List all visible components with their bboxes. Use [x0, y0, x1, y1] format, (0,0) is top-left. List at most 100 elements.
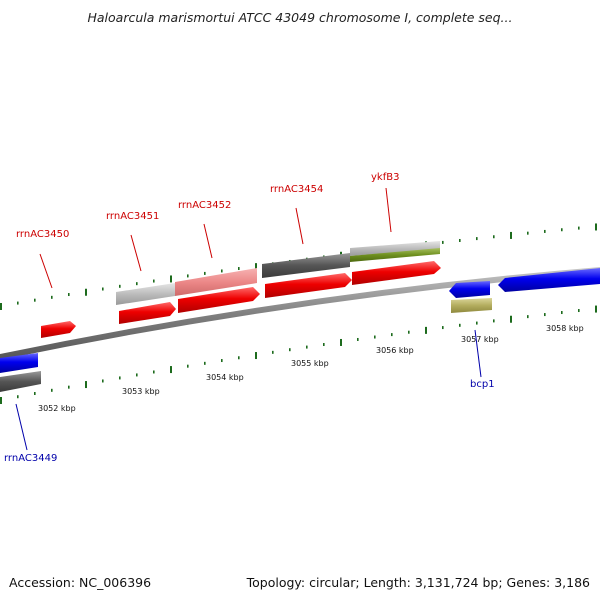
minor-tick — [136, 282, 138, 286]
major-tick — [510, 231, 512, 239]
kbp-label-3055: 3055 kbp — [291, 359, 329, 368]
minor-tick — [459, 238, 461, 242]
feature-light-gray-2[interactable] — [350, 241, 440, 256]
leader-ykfB3 — [385, 187, 392, 233]
gene-arrow-rrnAC3450[interactable] — [41, 321, 76, 338]
kbp-label-3057: 3057 kbp — [461, 335, 499, 344]
minor-tick — [102, 379, 104, 383]
gene-arrow-right[interactable] — [498, 268, 600, 292]
kbp-label-3053: 3053 kbp — [122, 387, 160, 396]
minor-tick — [153, 279, 155, 283]
major-tick — [0, 303, 2, 310]
leader-rrnAC3454 — [295, 207, 304, 245]
minor-tick — [306, 345, 308, 349]
minor-tick — [34, 392, 36, 396]
minor-tick — [68, 293, 70, 297]
major-tick — [510, 315, 512, 323]
minor-tick — [476, 321, 478, 325]
minor-tick — [391, 333, 393, 337]
minor-tick — [323, 343, 325, 347]
feature-green[interactable] — [350, 248, 440, 262]
minor-tick — [238, 356, 240, 360]
minor-tick — [408, 330, 410, 334]
minus-strand-genes — [0, 268, 600, 373]
minor-tick — [527, 315, 529, 319]
minor-tick — [476, 237, 478, 241]
minor-tick — [204, 271, 206, 275]
minor-tick — [102, 287, 104, 291]
minor-tick — [204, 361, 206, 365]
feature-light-gray[interactable] — [116, 283, 175, 305]
minor-tick — [238, 267, 240, 271]
minor-tick — [442, 326, 444, 330]
minor-tick — [578, 309, 580, 313]
major-tick — [85, 288, 87, 296]
gene-label-ykfB3[interactable]: ykfB3 — [371, 172, 399, 183]
inner-tick-ring — [0, 305, 597, 404]
major-tick — [340, 338, 342, 346]
kbp-label-3052: 3052 kbp — [38, 404, 76, 413]
gene-label-rrnAC3451[interactable]: rrnAC3451 — [106, 211, 159, 222]
minor-tick — [459, 323, 461, 327]
minor-tick — [68, 385, 70, 389]
major-tick — [85, 381, 87, 389]
gene-arrow-rrnAC3454[interactable] — [265, 273, 352, 298]
minor-tick — [221, 269, 223, 273]
leader-rrnAC3451 — [130, 234, 142, 272]
minor-tick — [272, 350, 274, 354]
minor-tick — [493, 235, 495, 239]
minor-tick — [374, 335, 376, 339]
major-tick — [170, 275, 172, 283]
minor-tick — [17, 395, 19, 399]
major-tick — [255, 263, 257, 271]
major-tick — [0, 397, 2, 404]
leader-rrnAC3450 — [39, 253, 53, 289]
feature-dark-gray[interactable] — [262, 253, 350, 278]
gene-arrow-rrnAC3451[interactable] — [119, 302, 176, 324]
gene-label-rrnAC3454[interactable]: rrnAC3454 — [270, 184, 323, 195]
gene-arrow-bcp1[interactable] — [449, 281, 490, 298]
minor-tick — [527, 231, 529, 235]
minor-tick — [561, 311, 563, 315]
feature-dark-gray-minus[interactable] — [0, 371, 41, 392]
major-tick — [595, 223, 597, 231]
minor-tick — [578, 226, 580, 230]
gene-label-bcp1[interactable]: bcp1 — [470, 379, 495, 390]
outer-feature-row — [0, 241, 492, 392]
feature-pink[interactable] — [175, 268, 257, 296]
minor-tick — [289, 348, 291, 352]
gene-arrow-rrnAC3449[interactable] — [0, 353, 38, 373]
minor-tick — [119, 376, 121, 380]
gene-arrow-ykfB3[interactable] — [352, 261, 441, 285]
topology-text: Topology: circular; Length: 3,131,724 bp… — [246, 575, 590, 590]
kbp-label-3058: 3058 kbp — [546, 324, 584, 333]
minor-tick — [153, 370, 155, 374]
gene-label-rrnAC3452[interactable]: rrnAC3452 — [178, 200, 231, 211]
major-tick — [170, 366, 172, 374]
plus-strand-genes — [41, 261, 441, 338]
minor-tick — [51, 295, 53, 299]
minor-tick — [544, 229, 546, 233]
minor-tick — [561, 228, 563, 232]
major-tick — [255, 352, 257, 360]
minor-tick — [51, 388, 53, 392]
minor-tick — [357, 337, 359, 341]
accession-text: Accession: NC_006396 — [9, 575, 152, 590]
gene-label-rrnAC3450[interactable]: rrnAC3450 — [16, 229, 69, 240]
leader-rrnAC3452 — [203, 223, 213, 259]
minor-tick — [17, 301, 19, 305]
feature-khaki[interactable] — [451, 298, 492, 313]
gene-label-rrnAC3449[interactable]: rrnAC3449 — [4, 453, 57, 464]
minor-tick — [544, 313, 546, 317]
minor-tick — [187, 274, 189, 278]
leader-rrnAC3449 — [15, 403, 28, 451]
minor-tick — [493, 319, 495, 323]
map-title: Haloarcula marismortui ATCC 43049 chromo… — [87, 10, 513, 25]
minor-tick — [442, 240, 444, 244]
minor-tick — [221, 359, 223, 363]
minor-tick — [187, 364, 189, 368]
gene-arrow-rrnAC3452[interactable] — [178, 287, 260, 313]
minor-tick — [136, 373, 138, 377]
leader-bcp1 — [474, 329, 482, 378]
